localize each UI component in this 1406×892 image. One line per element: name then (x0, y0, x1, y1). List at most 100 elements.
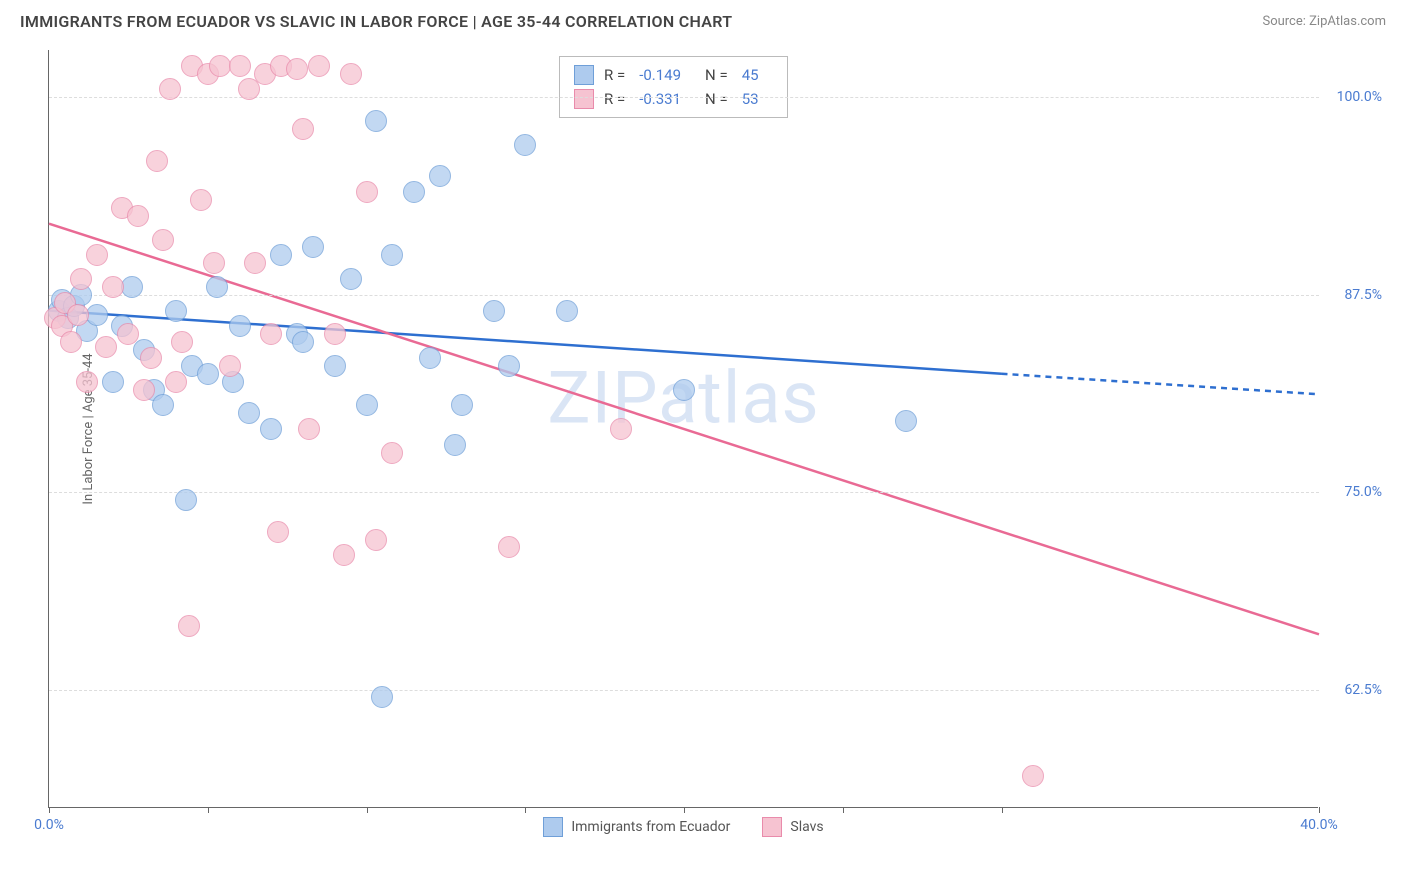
scatter-point (403, 181, 425, 203)
x-tick (367, 807, 368, 813)
scatter-point (133, 379, 155, 401)
scatter-point (356, 181, 378, 203)
scatter-point (429, 165, 451, 187)
scatter-point (219, 355, 241, 377)
scatter-point (127, 205, 149, 227)
legend-swatch (762, 817, 782, 837)
scatter-point (60, 331, 82, 353)
scatter-point (381, 442, 403, 464)
scatter-point (260, 323, 282, 345)
x-tick (843, 807, 844, 813)
scatter-point (483, 300, 505, 322)
gridline (49, 97, 1319, 98)
legend-series-item: Slavs (762, 817, 823, 837)
scatter-point (146, 150, 168, 172)
scatter-point (292, 118, 314, 140)
scatter-point (286, 58, 308, 80)
scatter-point (197, 363, 219, 385)
y-tick-label: 100.0% (1337, 89, 1382, 105)
scatter-point (165, 371, 187, 393)
trend-lines-layer (49, 50, 1319, 808)
scatter-point (381, 244, 403, 266)
scatter-point (244, 252, 266, 274)
scatter-point (419, 347, 441, 369)
scatter-point (365, 110, 387, 132)
scatter-point (203, 252, 225, 274)
scatter-point (229, 55, 251, 77)
scatter-point (152, 229, 174, 251)
scatter-point (260, 418, 282, 440)
scatter-point (140, 347, 162, 369)
plot-area: ZIPatlas In Labor Force | Age 35-44 R =-… (48, 50, 1318, 808)
legend-correlation-row: R =-0.149N =45 (574, 63, 773, 87)
scatter-point (895, 410, 917, 432)
legend-swatch (574, 89, 594, 109)
scatter-point (270, 244, 292, 266)
scatter-point (117, 323, 139, 345)
scatter-point (444, 434, 466, 456)
scatter-point (498, 536, 520, 558)
x-tick-label: 40.0% (1300, 817, 1338, 833)
scatter-point (86, 304, 108, 326)
scatter-point (190, 189, 212, 211)
legend-swatch (543, 817, 563, 837)
scatter-point (1022, 765, 1044, 787)
scatter-point (76, 371, 98, 393)
scatter-point (610, 418, 632, 440)
scatter-point (86, 244, 108, 266)
scatter-point (298, 418, 320, 440)
scatter-point (206, 276, 228, 298)
x-tick (525, 807, 526, 813)
scatter-point (340, 63, 362, 85)
scatter-point (121, 276, 143, 298)
scatter-point (159, 78, 181, 100)
scatter-point (152, 394, 174, 416)
scatter-point (70, 268, 92, 290)
scatter-point (556, 300, 578, 322)
y-tick-label: 87.5% (1344, 287, 1382, 303)
gridline (49, 295, 1319, 296)
y-tick-label: 75.0% (1344, 484, 1382, 500)
scatter-point (175, 489, 197, 511)
scatter-point (324, 355, 346, 377)
scatter-point (451, 394, 473, 416)
x-tick (1319, 807, 1320, 813)
page-title: IMMIGRANTS FROM ECUADOR VS SLAVIC IN LAB… (20, 12, 732, 31)
scatter-point (514, 134, 536, 156)
legend-swatch (574, 65, 594, 85)
scatter-point (178, 615, 200, 637)
scatter-point (498, 355, 520, 377)
scatter-point (365, 529, 387, 551)
scatter-point (292, 331, 314, 353)
scatter-point (102, 371, 124, 393)
source-attribution: Source: ZipAtlas.com (1262, 14, 1386, 29)
correlation-legend: R =-0.149N =45R =-0.331N =53 (559, 56, 788, 118)
x-tick (49, 807, 50, 813)
scatter-point (171, 331, 193, 353)
gridline (49, 492, 1319, 493)
scatter-point (165, 300, 187, 322)
series-legend: Immigrants from Ecuador Slavs (49, 817, 1318, 841)
x-tick (684, 807, 685, 813)
scatter-point (673, 379, 695, 401)
scatter-point (67, 304, 89, 326)
correlation-chart: ZIPatlas In Labor Force | Age 35-44 R =-… (48, 50, 1388, 840)
scatter-point (102, 276, 124, 298)
scatter-point (371, 686, 393, 708)
gridline (49, 690, 1319, 691)
x-tick (1002, 807, 1003, 813)
x-tick (208, 807, 209, 813)
scatter-point (95, 336, 117, 358)
legend-series-item: Immigrants from Ecuador (543, 817, 730, 837)
scatter-point (324, 323, 346, 345)
scatter-point (229, 315, 251, 337)
y-tick-label: 62.5% (1344, 682, 1382, 698)
legend-correlation-row: R =-0.331N =53 (574, 87, 773, 111)
scatter-point (356, 394, 378, 416)
x-tick-label: 0.0% (34, 817, 64, 833)
scatter-point (238, 402, 260, 424)
scatter-point (333, 544, 355, 566)
scatter-point (340, 268, 362, 290)
scatter-point (267, 521, 289, 543)
scatter-point (302, 236, 324, 258)
